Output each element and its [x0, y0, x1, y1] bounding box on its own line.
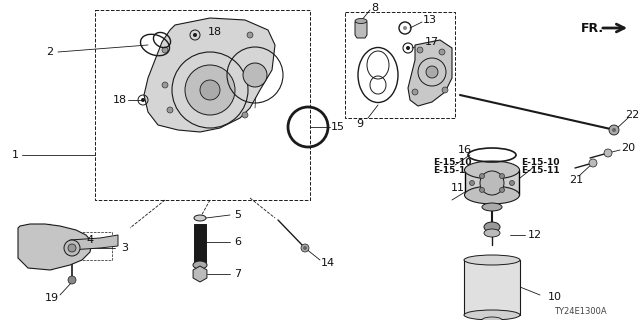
- Text: 14: 14: [321, 258, 335, 268]
- Circle shape: [426, 66, 438, 78]
- Circle shape: [303, 246, 307, 250]
- FancyBboxPatch shape: [465, 170, 519, 195]
- Circle shape: [68, 244, 76, 252]
- Text: 18: 18: [113, 95, 127, 105]
- Text: 5: 5: [234, 210, 241, 220]
- Circle shape: [68, 276, 76, 284]
- Text: E-15-11: E-15-11: [433, 165, 471, 174]
- Ellipse shape: [464, 255, 520, 265]
- Circle shape: [301, 244, 309, 252]
- Text: E-15-10: E-15-10: [433, 157, 471, 166]
- Circle shape: [185, 65, 235, 115]
- FancyBboxPatch shape: [194, 224, 206, 262]
- Ellipse shape: [355, 19, 367, 23]
- Circle shape: [141, 98, 145, 102]
- Ellipse shape: [464, 310, 520, 320]
- Polygon shape: [144, 18, 275, 132]
- Polygon shape: [18, 224, 92, 270]
- Circle shape: [200, 80, 220, 100]
- Circle shape: [589, 159, 597, 167]
- Text: 10: 10: [548, 292, 562, 302]
- Circle shape: [470, 180, 474, 186]
- Text: 6: 6: [234, 237, 241, 247]
- Ellipse shape: [194, 215, 206, 221]
- Ellipse shape: [482, 203, 502, 211]
- Circle shape: [193, 33, 197, 37]
- Text: FR.: FR.: [580, 21, 604, 35]
- Circle shape: [480, 171, 504, 195]
- Ellipse shape: [484, 229, 500, 237]
- Circle shape: [403, 26, 407, 30]
- Text: TY24E1300A: TY24E1300A: [554, 308, 606, 316]
- Text: 11: 11: [451, 183, 465, 193]
- Text: 4: 4: [86, 235, 93, 245]
- Circle shape: [499, 173, 504, 179]
- Ellipse shape: [484, 222, 500, 232]
- Text: E-15-10: E-15-10: [521, 157, 559, 166]
- Text: 13: 13: [423, 15, 437, 25]
- Circle shape: [439, 49, 445, 55]
- Text: E-15-11: E-15-11: [521, 165, 559, 174]
- Circle shape: [509, 180, 515, 186]
- Text: 20: 20: [621, 143, 635, 153]
- Text: 16: 16: [458, 145, 472, 155]
- FancyBboxPatch shape: [464, 260, 520, 315]
- Ellipse shape: [482, 317, 502, 320]
- Circle shape: [64, 240, 80, 256]
- Circle shape: [167, 107, 173, 113]
- Circle shape: [479, 188, 484, 192]
- Circle shape: [162, 82, 168, 88]
- Ellipse shape: [193, 261, 207, 269]
- Text: 22: 22: [625, 110, 639, 120]
- Text: 8: 8: [371, 3, 379, 13]
- Circle shape: [242, 112, 248, 118]
- Text: 1: 1: [12, 150, 19, 160]
- Ellipse shape: [465, 161, 520, 179]
- Text: 19: 19: [45, 293, 59, 303]
- Circle shape: [442, 87, 448, 93]
- Circle shape: [243, 63, 267, 87]
- Polygon shape: [70, 235, 118, 250]
- Circle shape: [604, 149, 612, 157]
- Text: 7: 7: [234, 269, 241, 279]
- Text: 21: 21: [569, 175, 583, 185]
- Text: 2: 2: [47, 47, 54, 57]
- Polygon shape: [408, 40, 452, 106]
- Circle shape: [417, 47, 423, 53]
- Text: 3: 3: [122, 243, 129, 253]
- Text: 18: 18: [208, 27, 222, 37]
- Text: 12: 12: [528, 230, 542, 240]
- Text: 17: 17: [425, 37, 439, 47]
- Circle shape: [612, 128, 616, 132]
- Polygon shape: [355, 22, 367, 38]
- Circle shape: [479, 173, 484, 179]
- Ellipse shape: [465, 186, 520, 204]
- Circle shape: [499, 188, 504, 192]
- Circle shape: [609, 125, 619, 135]
- Text: 15: 15: [331, 122, 345, 132]
- Circle shape: [412, 89, 418, 95]
- Circle shape: [406, 46, 410, 50]
- Circle shape: [162, 47, 168, 53]
- Text: 9: 9: [356, 119, 364, 129]
- Circle shape: [247, 32, 253, 38]
